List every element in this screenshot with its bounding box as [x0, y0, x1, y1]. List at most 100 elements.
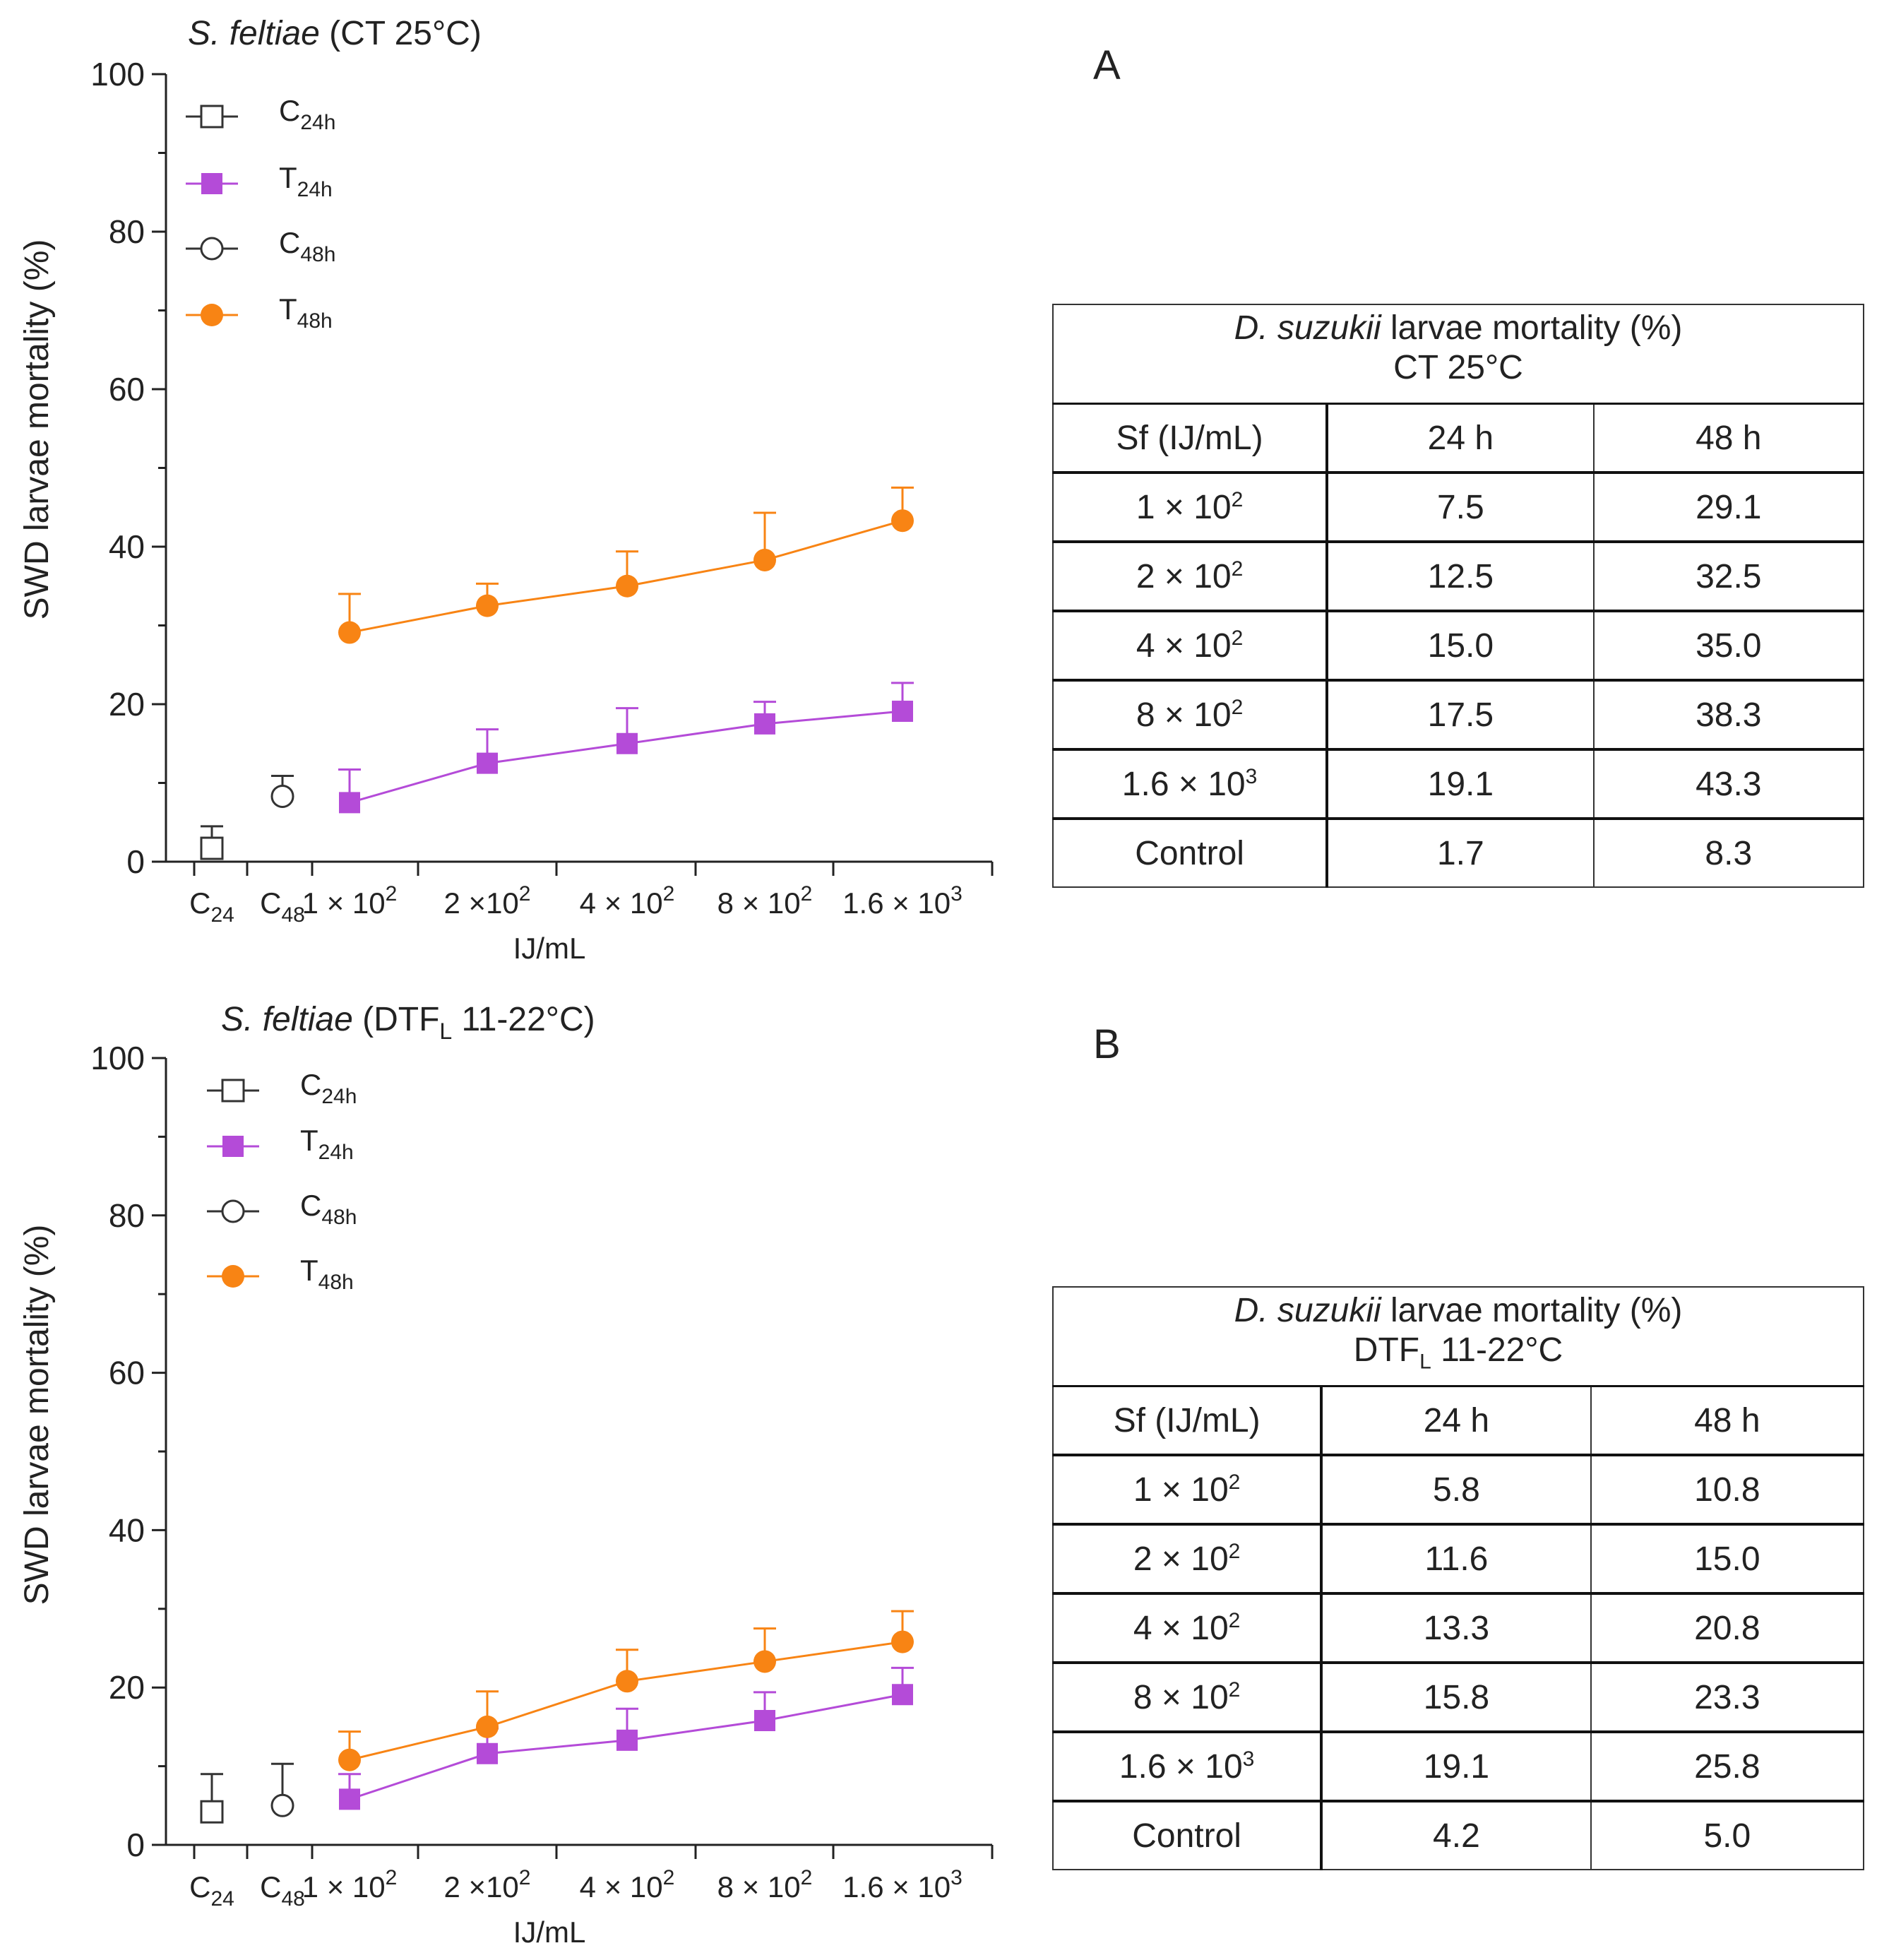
y-tick-label: 80 [109, 213, 145, 250]
panel-title-b: S. feltiae (DTFL 11-22°C) [221, 1001, 595, 1044]
table-cell-dose: 1 × 102 [1051, 471, 1329, 542]
legend-label: C24h [300, 1068, 357, 1108]
table-header-dose: Sf (IJ/mL) [1051, 403, 1329, 473]
legend-marker-t24 [201, 173, 222, 194]
data-point-t48 [616, 574, 638, 598]
table-cell-dose: Control [1051, 817, 1329, 888]
x-tick-label: 4 × 102 [580, 882, 675, 920]
panel-letter-b: B [1093, 1021, 1121, 1067]
x-axis-label-b: IJ/mL [513, 1916, 586, 1949]
table-row: Control 1.7 8.3 [1051, 817, 1865, 888]
table-cell-24h: 4.2 [1321, 1800, 1592, 1870]
table-cell-48h: 43.3 [1592, 748, 1865, 819]
table-row: 1.6 × 103 19.1 25.8 [1051, 1730, 1865, 1802]
data-point-t48 [616, 1670, 638, 1693]
legend-label: T48h [300, 1254, 354, 1294]
data-point-t24 [477, 1742, 498, 1764]
x-tick-label: C24 [189, 1870, 234, 1911]
y-tick-label: 100 [90, 56, 145, 93]
table-cell-24h: 5.8 [1321, 1454, 1592, 1525]
x-tick-label: 1.6 × 103 [842, 1866, 963, 1903]
y-tick-label: 0 [126, 1827, 145, 1863]
table-cell-24h: 15.8 [1321, 1661, 1592, 1733]
table-cell-24h: 7.5 [1326, 471, 1595, 542]
table-cell-dose: 1.6 × 103 [1051, 1730, 1323, 1802]
mortality-table-a: D. suzukii larvae mortality (%) CT 25°C … [1051, 304, 1865, 888]
table-cell-dose: 2 × 102 [1051, 1523, 1323, 1594]
table-cell-24h: 17.5 [1326, 679, 1595, 750]
x-tick-label: C48 [260, 1870, 305, 1911]
table-cell-24h: 19.1 [1321, 1730, 1592, 1802]
table-cell-48h: 23.3 [1590, 1661, 1865, 1733]
table-row: 4 × 102 13.3 20.8 [1051, 1592, 1865, 1663]
y-tick-label: 60 [109, 371, 145, 408]
table-cell-dose: 4 × 102 [1051, 1592, 1323, 1663]
data-point-c48 [270, 784, 294, 808]
table-cell-48h: 20.8 [1590, 1592, 1865, 1663]
data-point-t24 [892, 701, 913, 723]
legend-label: T48h [279, 292, 333, 333]
y-axis-label-a: SWD larvae mortality (%) [18, 239, 56, 620]
table-cell-24h: 15.0 [1326, 610, 1595, 681]
table-cell-24h: 11.6 [1321, 1523, 1592, 1594]
x-tick-label: 1 × 102 [302, 882, 398, 920]
table-row: 4 × 102 15.0 35.0 [1051, 610, 1865, 681]
x-tick-label: 1 × 102 [302, 1866, 398, 1903]
legend-marker-t24 [222, 1136, 244, 1157]
table-cell-dose: 8 × 102 [1051, 1661, 1323, 1733]
x-tick-label: 4 × 102 [580, 1866, 675, 1903]
table-cell-24h: 12.5 [1326, 540, 1595, 612]
table-row: 1 × 102 7.5 29.1 [1051, 471, 1865, 542]
data-point-t48 [891, 509, 914, 533]
y-tick-label: 40 [109, 528, 145, 565]
table-cell-24h: 13.3 [1321, 1592, 1592, 1663]
table-row: 2 × 102 11.6 15.0 [1051, 1523, 1865, 1594]
table-cell-48h: 29.1 [1592, 471, 1865, 542]
y-axis-label-b: SWD larvae mortality (%) [18, 1225, 56, 1605]
legend-label: C48h [279, 226, 335, 266]
legend-label: T24h [279, 161, 333, 201]
legend-marker-t48 [201, 304, 223, 326]
table-cell-dose: 1.6 × 103 [1051, 748, 1329, 819]
table-cell-dose: 4 × 102 [1051, 610, 1329, 681]
y-tick-label: 0 [126, 843, 145, 880]
panel-title-a: S. feltiae (CT 25°C) [188, 15, 482, 52]
table-header-48h: 48 h [1590, 1385, 1865, 1456]
table-cell-48h: 5.0 [1590, 1800, 1865, 1870]
table-cell-24h: 19.1 [1326, 748, 1595, 819]
data-point-c24 [200, 836, 224, 860]
legend-marker-c48 [200, 237, 224, 261]
table-row: 1.6 × 103 19.1 43.3 [1051, 748, 1865, 819]
table-cell-dose: 2 × 102 [1051, 540, 1329, 612]
y-tick-label: 20 [109, 686, 145, 723]
table-cell-24h: 1.7 [1326, 817, 1595, 888]
x-tick-label: 8 × 102 [717, 1866, 813, 1903]
table-cell-48h: 25.8 [1590, 1730, 1865, 1802]
data-point-t48 [338, 1748, 361, 1771]
legend-label: C24h [279, 94, 335, 134]
table-header-48h: 48 h [1592, 403, 1865, 473]
y-tick-label: 80 [109, 1197, 145, 1234]
data-point-t24 [892, 1684, 913, 1706]
table-row: 1 × 102 5.8 10.8 [1051, 1454, 1865, 1525]
data-point-t24 [339, 1788, 360, 1810]
table-cell-48h: 38.3 [1592, 679, 1865, 750]
table-cell-48h: 8.3 [1592, 817, 1865, 888]
table-caption-b: D. suzukii larvae mortality (%) DTFL 11-… [1052, 1286, 1864, 1387]
table-cell-dose: 8 × 102 [1051, 679, 1329, 750]
x-tick-label: 2 ×102 [444, 1866, 531, 1903]
legend-label: T24h [300, 1124, 354, 1164]
table-row: 8 × 102 15.8 23.3 [1051, 1661, 1865, 1733]
y-tick-label: 40 [109, 1511, 145, 1548]
table-header-dose: Sf (IJ/mL) [1051, 1385, 1323, 1456]
x-axis-label-a: IJ/mL [513, 932, 586, 965]
data-point-t24 [616, 1729, 638, 1751]
data-point-t48 [476, 1715, 499, 1738]
data-point-t24 [754, 713, 775, 735]
x-tick-label: 1.6 × 103 [842, 882, 963, 920]
x-tick-label: C48 [260, 886, 305, 927]
table-header-24h: 24 h [1326, 403, 1595, 473]
